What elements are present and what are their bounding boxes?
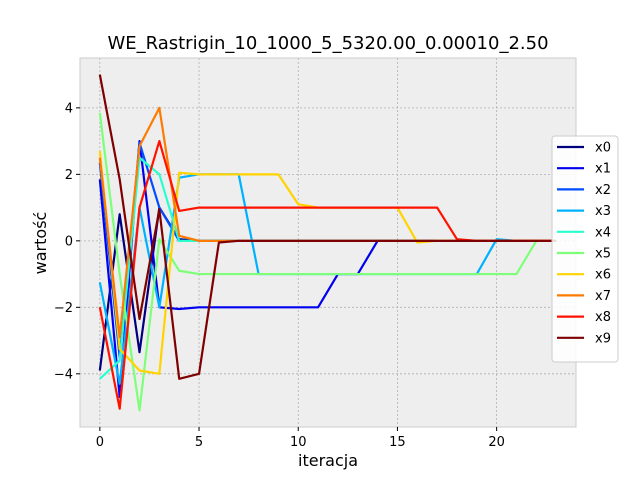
x-tick-label: 15 bbox=[389, 435, 406, 450]
legend-label-x7: x7 bbox=[595, 289, 611, 304]
y-tick-label: 0 bbox=[65, 234, 73, 249]
x-tick-label: 5 bbox=[195, 435, 203, 450]
x-axis-label: iteracja bbox=[298, 451, 358, 470]
x-tick-label: 0 bbox=[96, 435, 104, 450]
legend-label-x3: x3 bbox=[595, 204, 611, 219]
y-tick-label: 2 bbox=[65, 168, 73, 183]
series-line-x5 bbox=[98, 112, 557, 412]
legend-label-x9: x9 bbox=[595, 331, 611, 346]
legend-label-x2: x2 bbox=[595, 183, 611, 198]
legend-label-x4: x4 bbox=[595, 225, 611, 240]
legend-label-x5: x5 bbox=[595, 247, 611, 262]
y-tick-label: −4 bbox=[54, 367, 73, 382]
series-line-x9 bbox=[98, 74, 557, 380]
legend-label-x8: x8 bbox=[595, 310, 611, 325]
y-tick-label: 4 bbox=[65, 101, 73, 116]
series-lines bbox=[98, 74, 557, 412]
legend-label-x6: x6 bbox=[595, 268, 611, 283]
chart-title: WE_Rastrigin_10_1000_5_5320.00_0.00010_2… bbox=[107, 33, 548, 54]
legend-label-x0: x0 bbox=[595, 141, 611, 156]
legend: x0 x1 x2 x3 x4 x5 x6 x7 x8 x9 bbox=[551, 135, 619, 363]
x-tick-label: 20 bbox=[488, 435, 505, 450]
legend-box bbox=[551, 135, 619, 363]
y-tick-label: −2 bbox=[54, 301, 73, 316]
y-axis-label: wartość bbox=[31, 212, 50, 275]
legend-label-x1: x1 bbox=[595, 162, 611, 177]
ticks: 0 5 10 15 20 −4 −2 0 2 4 bbox=[54, 101, 505, 450]
x-tick-label: 10 bbox=[290, 435, 307, 450]
